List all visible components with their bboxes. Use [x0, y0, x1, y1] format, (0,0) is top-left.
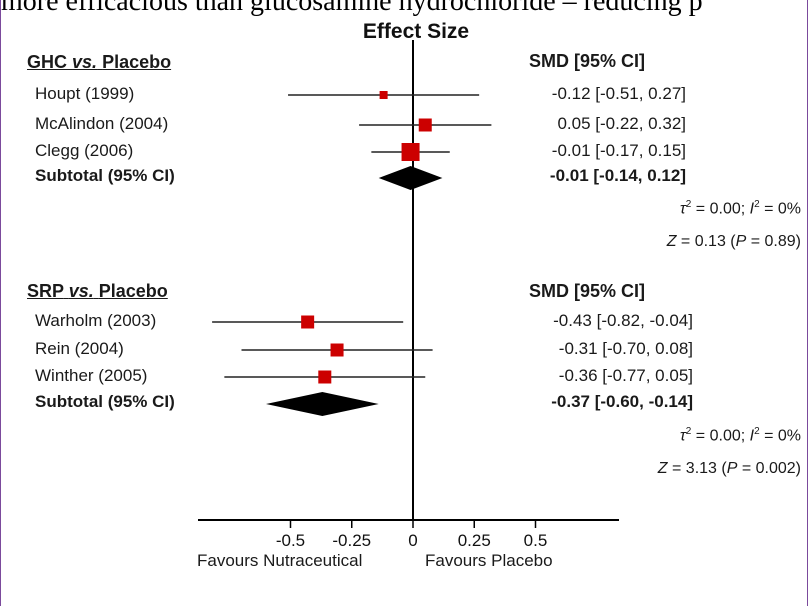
smd-value: -0.36 [-0.77, 0.05] — [558, 366, 693, 385]
subtotal-label: Subtotal (95% CI) — [35, 392, 175, 411]
study-marker — [330, 343, 344, 357]
smd-value: -0.12 [-0.51, 0.27] — [551, 84, 686, 103]
study-marker — [318, 370, 332, 384]
heterogeneity-stat: τ2 = 0.00; I2 = 0% — [679, 426, 801, 445]
subtotal-smd-value: -0.37 [-0.60, -0.14] — [551, 392, 693, 411]
column-header-srp: SMD [95% CI] — [529, 281, 646, 301]
x-tick-label: 0.25 — [458, 531, 491, 550]
group-title-srp: SRP vs. Placebo — [27, 281, 168, 301]
study-label: Warholm (2003) — [35, 311, 157, 330]
smd-value: -0.01 [-0.17, 0.15] — [551, 141, 686, 160]
cropped-header-text: more efficacious than glucosamine hydroc… — [1, 0, 703, 17]
z-test-stat: Z = 3.13 (P = 0.002) — [657, 460, 801, 477]
chart-title: Effect Size — [362, 20, 470, 43]
study-label: Rein (2004) — [35, 339, 124, 358]
study-marker — [401, 143, 420, 161]
subtotal-smd-value: -0.01 [-0.14, 0.12] — [549, 166, 686, 185]
heterogeneity-stat: τ2 = 0.00; I2 = 0% — [679, 199, 801, 218]
study-label: Houpt (1999) — [35, 84, 135, 103]
subtotal-label: Subtotal (95% CI) — [35, 166, 175, 185]
smd-value: 0.05 [-0.22, 0.32] — [557, 114, 686, 133]
study-label: Clegg (2006) — [35, 141, 134, 160]
smd-value: -0.43 [-0.82, -0.04] — [553, 311, 693, 330]
study-label: McAlindon (2004) — [35, 114, 169, 133]
x-tick-label: 0 — [408, 531, 417, 550]
study-marker — [418, 118, 432, 132]
study-marker — [301, 315, 315, 329]
favours-right-label: Favours Placebo — [425, 551, 553, 570]
subtotal-diamond — [378, 166, 443, 190]
study-marker — [379, 91, 388, 99]
x-tick-label: -0.25 — [332, 531, 371, 550]
favours-left-label: Favours Nutraceutical — [197, 551, 363, 570]
z-test-stat: Z = 0.13 (P = 0.89) — [666, 233, 801, 250]
x-tick-label: -0.5 — [276, 531, 305, 550]
column-header-ghc: SMD [95% CI] — [529, 51, 646, 71]
smd-value: -0.31 [-0.70, 0.08] — [558, 339, 693, 358]
x-tick-label: 0.5 — [524, 531, 548, 550]
study-label: Winther (2005) — [35, 366, 148, 385]
group-title-ghc: GHC vs. Placebo — [27, 52, 172, 72]
subtotal-diamond — [266, 392, 379, 416]
